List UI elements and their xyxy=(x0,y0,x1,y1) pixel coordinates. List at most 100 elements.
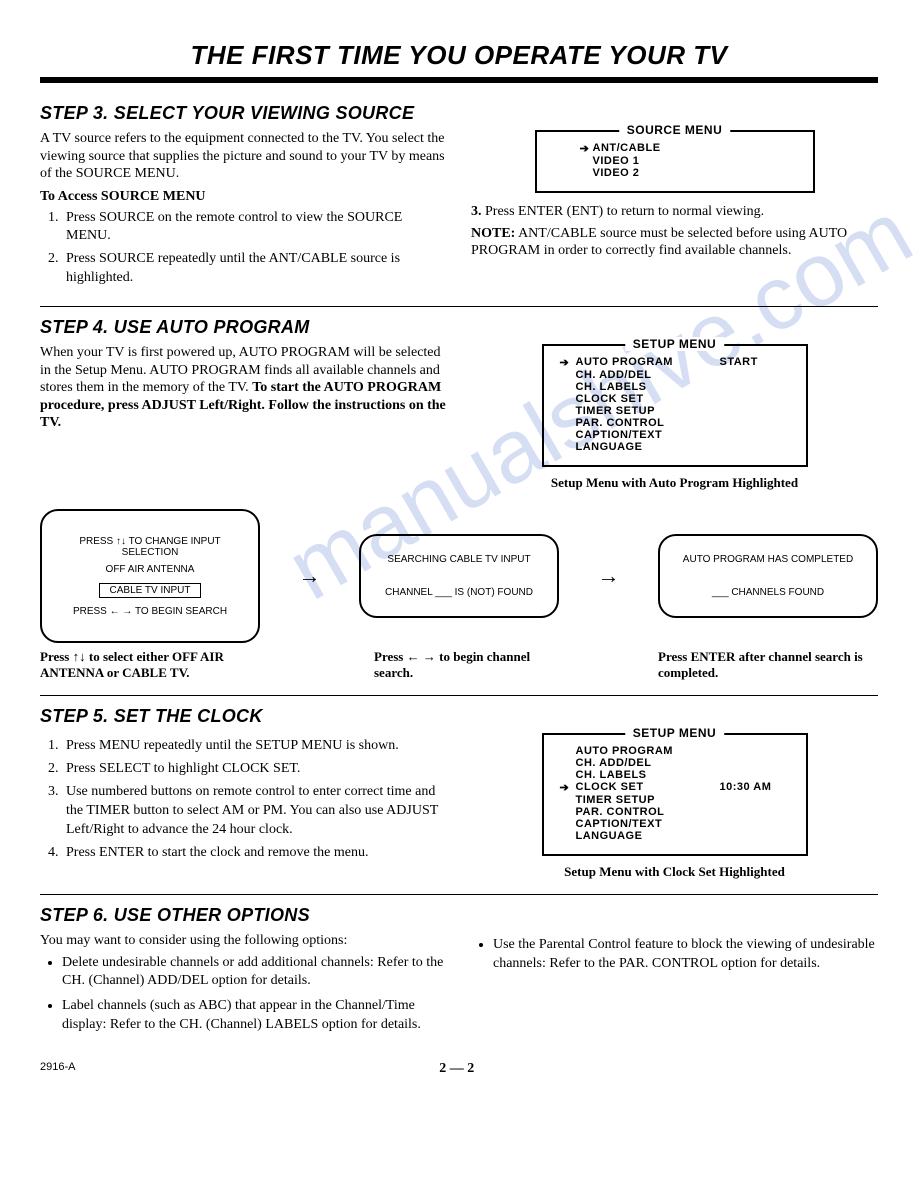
menu-arrow xyxy=(560,818,576,830)
menu-label: CH. LABELS xyxy=(576,769,720,781)
menu-arrow xyxy=(560,757,576,769)
menu-value xyxy=(720,794,790,806)
source-menu-row-1: VIDEO 1 xyxy=(593,155,797,167)
menu-value xyxy=(720,757,790,769)
menu-arrow xyxy=(560,830,576,842)
menu-arrow xyxy=(560,441,576,453)
step6-left-item2: Label channels (such as ABC) that appear… xyxy=(62,997,447,1035)
flow-cap-1: Press ↑↓ to select either OFF AIR ANTENN… xyxy=(40,649,270,681)
flow-box-2: SEARCHING CABLE TV INPUT CHANNEL ___ IS … xyxy=(359,534,559,618)
menu-value xyxy=(720,818,790,830)
step3-item3: Press ENTER (ENT) to return to normal vi… xyxy=(485,204,764,219)
menu-label: PAR. CONTROL xyxy=(576,806,720,818)
rule-3-4 xyxy=(40,306,878,307)
flow-box-1: PRESS ↑↓ TO CHANGE INPUT SELECTION OFF A… xyxy=(40,509,260,643)
flow3-l2: ___ CHANNELS FOUND xyxy=(668,587,868,598)
source-menu-arrow-2 xyxy=(577,167,593,179)
menu-label: TIMER SETUP xyxy=(576,405,720,417)
menu-value xyxy=(720,369,790,381)
menu-label: PAR. CONTROL xyxy=(576,417,720,429)
step4-setup-menu-title: SETUP MENU xyxy=(625,337,724,351)
flow2-l2: CHANNEL ___ IS (NOT) FOUND xyxy=(369,587,549,598)
footer-code: 2916-A xyxy=(40,1061,75,1077)
source-menu-arrow-0: ➔ xyxy=(577,142,593,155)
step5-setup-menu-caption: Setup Menu with Clock Set Highlighted xyxy=(471,864,878,880)
menu-value xyxy=(720,441,790,453)
source-menu-row-0: ANT/CABLE xyxy=(593,142,797,155)
menu-value xyxy=(720,393,790,405)
menu-value xyxy=(720,417,790,429)
step4-heading: STEP 4. USE AUTO PROGRAM xyxy=(40,317,878,338)
menu-label: LANGUAGE xyxy=(576,441,720,453)
menu-label: AUTO PROGRAM xyxy=(576,356,720,369)
flow3-l1: AUTO PROGRAM HAS COMPLETED xyxy=(668,554,868,565)
menu-label: CH. LABELS xyxy=(576,381,720,393)
flow-cap-2: Press ← → to begin channel search. xyxy=(374,649,554,681)
source-menu-title: SOURCE MENU xyxy=(619,123,731,137)
step3-item3-lead: 3. xyxy=(471,204,482,219)
source-menu-arrow-1 xyxy=(577,155,593,167)
menu-label: CH. ADD/DEL xyxy=(576,369,720,381)
step4-flow-row: PRESS ↑↓ TO CHANGE INPUT SELECTION OFF A… xyxy=(40,509,878,643)
menu-value xyxy=(720,405,790,417)
step3-note: ANT/CABLE source must be selected before… xyxy=(471,226,847,259)
menu-value xyxy=(720,745,790,757)
menu-value: 10:30 AM xyxy=(720,781,790,794)
menu-arrow xyxy=(560,806,576,818)
step6-right-item1: Use the Parental Control feature to bloc… xyxy=(493,936,878,974)
step5-item3: Use numbered buttons on remote control t… xyxy=(62,783,447,840)
menu-label: CAPTION/TEXT xyxy=(576,429,720,441)
rule-5-6 xyxy=(40,894,878,895)
menu-value xyxy=(720,830,790,842)
menu-value xyxy=(720,806,790,818)
rule-4-5 xyxy=(40,695,878,696)
menu-value: START xyxy=(720,356,790,369)
step5-item4: Press ENTER to start the clock and remov… xyxy=(62,844,447,863)
source-menu-box: SOURCE MENU ➔ANT/CABLE VIDEO 1 VIDEO 2 xyxy=(535,130,815,193)
flow2-l1: SEARCHING CABLE TV INPUT xyxy=(369,554,549,565)
step3-item2: Press SOURCE repeatedly until the ANT/CA… xyxy=(62,250,447,288)
step6-heading: STEP 6. USE OTHER OPTIONS xyxy=(40,905,878,926)
menu-arrow: ➔ xyxy=(560,356,576,369)
step5-item2: Press SELECT to highlight CLOCK SET. xyxy=(62,760,447,779)
flow1-l4: PRESS ← → TO BEGIN SEARCH xyxy=(50,606,250,617)
menu-value xyxy=(720,429,790,441)
step6-left-item1: Delete undesirable channels or add addit… xyxy=(62,954,447,992)
source-menu-row-2: VIDEO 2 xyxy=(593,167,797,179)
step5-item1: Press MENU repeatedly until the SETUP ME… xyxy=(62,737,447,756)
step5-setup-menu-title: SETUP MENU xyxy=(625,726,724,740)
menu-label: CLOCK SET xyxy=(576,781,720,794)
flow1-l3: CABLE TV INPUT xyxy=(99,583,202,598)
flow1-l1: PRESS ↑↓ TO CHANGE INPUT SELECTION xyxy=(50,536,250,558)
step3-note-lead: NOTE: xyxy=(471,226,515,241)
menu-arrow xyxy=(560,405,576,417)
title-rule xyxy=(40,77,878,83)
menu-arrow xyxy=(560,381,576,393)
menu-label: CH. ADD/DEL xyxy=(576,757,720,769)
step3-subhead: To Access SOURCE MENU xyxy=(40,189,447,205)
flow1-l2: OFF AIR ANTENNA xyxy=(50,564,250,575)
step3-item1: Press SOURCE on the remote control to vi… xyxy=(62,209,447,247)
flow-arrow-2: → xyxy=(596,563,622,589)
menu-value xyxy=(720,381,790,393)
menu-arrow xyxy=(560,745,576,757)
menu-arrow xyxy=(560,369,576,381)
menu-arrow: ➔ xyxy=(560,781,576,794)
step4-setup-menu-box: SETUP MENU ➔AUTO PROGRAMSTARTCH. ADD/DEL… xyxy=(542,344,808,467)
menu-value xyxy=(720,769,790,781)
menu-label: AUTO PROGRAM xyxy=(576,745,720,757)
step5-heading: STEP 5. SET THE CLOCK xyxy=(40,706,878,727)
menu-arrow xyxy=(560,429,576,441)
menu-label: TIMER SETUP xyxy=(576,794,720,806)
footer-page: 2 — 2 xyxy=(75,1061,838,1077)
step3-para1: A TV source refers to the equipment conn… xyxy=(40,130,447,183)
menu-label: CLOCK SET xyxy=(576,393,720,405)
menu-label: LANGUAGE xyxy=(576,830,720,842)
flow-cap-3: Press ENTER after channel search is comp… xyxy=(658,649,878,681)
page-title: THE FIRST TIME YOU OPERATE YOUR TV xyxy=(40,40,878,71)
step3-heading: STEP 3. SELECT YOUR VIEWING SOURCE xyxy=(40,103,878,124)
menu-arrow xyxy=(560,417,576,429)
flow-arrow-1: → xyxy=(297,563,323,589)
flow-box-3: AUTO PROGRAM HAS COMPLETED ___ CHANNELS … xyxy=(658,534,878,618)
step4-setup-menu-caption: Setup Menu with Auto Program Highlighted xyxy=(471,475,878,491)
